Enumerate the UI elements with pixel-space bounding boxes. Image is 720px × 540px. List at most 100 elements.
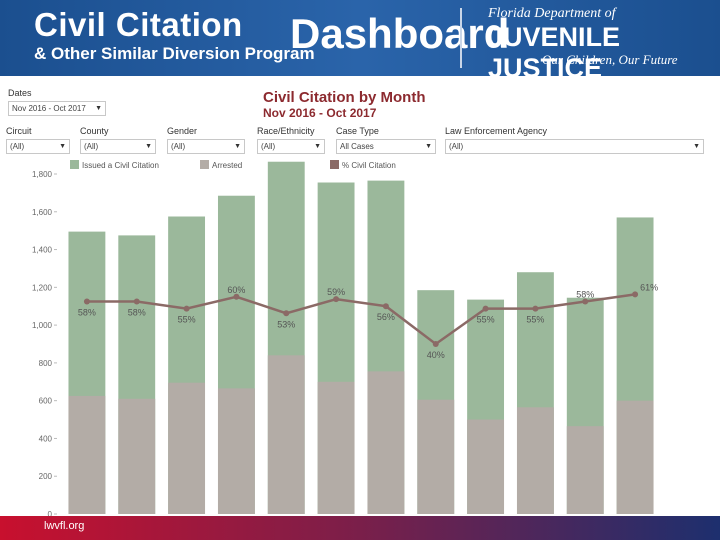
percent-point	[582, 298, 589, 305]
percent-point	[333, 296, 340, 303]
percent-point	[233, 293, 240, 300]
percent-label: 60%	[227, 285, 245, 295]
filter-gender-value: (All)	[171, 142, 186, 151]
percent-label: 55%	[526, 315, 544, 325]
bar-arrested	[516, 407, 554, 514]
filter-case-type: Case Type All Cases ▼	[336, 126, 436, 154]
percent-label: 58%	[128, 308, 146, 318]
chevron-down-icon: ▼	[425, 143, 432, 150]
legend-swatch	[200, 160, 209, 169]
percent-label: 58%	[576, 290, 594, 300]
chevron-down-icon: ▼	[234, 143, 241, 150]
agency-tagline: Our Children, Our Future	[542, 52, 678, 67]
filter-circuit-label: Circuit	[6, 126, 32, 136]
filter-agency-value: (All)	[449, 142, 464, 151]
percent-label: 56%	[377, 312, 395, 322]
percent-point	[482, 305, 489, 312]
agency-line1: Florida Department of	[488, 6, 616, 21]
bar-arrested	[317, 381, 355, 514]
legend-label: Issued a Civil Citation	[82, 161, 159, 170]
chart-subtitle: Nov 2016 - Oct 2017	[263, 106, 377, 120]
percent-label: 53%	[277, 319, 295, 329]
filter-race-select[interactable]: (All) ▼	[257, 139, 325, 154]
percent-point	[83, 298, 90, 305]
bar-arrested	[616, 400, 654, 514]
y-tick-label: 1,800	[32, 170, 53, 179]
bar-arrested	[267, 355, 305, 514]
filter-circuit-value: (All)	[10, 142, 25, 151]
y-tick-label: 1,200	[32, 283, 53, 292]
legend-swatch	[330, 160, 339, 169]
percent-label: 55%	[477, 315, 495, 325]
filter-county: County (All) ▼	[80, 126, 156, 154]
legend-item-issued[interactable]: Issued a Civil Citation	[70, 160, 159, 170]
percent-point	[382, 303, 389, 310]
legend-label: Arrested	[212, 161, 243, 170]
y-tick-label: 200	[39, 472, 53, 481]
bar-arrested	[417, 399, 455, 514]
percent-point	[283, 310, 290, 317]
percent-line	[86, 293, 636, 346]
y-tick-label: 0	[48, 510, 53, 519]
legend-item-arrested[interactable]: Arrested	[200, 160, 242, 170]
footer-bar: lwvfl.org	[0, 516, 720, 540]
percent-label: 55%	[178, 315, 196, 325]
filter-county-select[interactable]: (All) ▼	[80, 139, 156, 154]
chart-title: Civil Citation by Month	[263, 89, 426, 106]
agency-name: JUVENILE JUSTICE	[488, 22, 621, 83]
filter-case-type-value: All Cases	[340, 142, 374, 151]
filter-dates-select[interactable]: Nov 2016 - Oct 2017 ▼	[8, 101, 106, 116]
percent-label: 59%	[327, 287, 345, 297]
filter-circuit-select[interactable]: (All) ▼	[6, 139, 70, 154]
percent-point	[183, 305, 190, 312]
percent-label: 40%	[427, 350, 445, 360]
filter-dates-value: Nov 2016 - Oct 2017	[12, 104, 86, 113]
filter-dates-label: Dates	[8, 88, 32, 98]
y-tick-label: 1,000	[32, 321, 53, 330]
filter-case-type-label: Case Type	[336, 126, 379, 136]
bar-arrested	[467, 419, 505, 514]
chevron-down-icon: ▼	[145, 143, 152, 150]
percent-point	[432, 341, 439, 347]
banner-dashboard: Dashboard	[290, 10, 510, 57]
filter-gender-select[interactable]: (All) ▼	[167, 139, 245, 154]
filter-agency: Law Enforcement Agency (All) ▼	[445, 126, 704, 154]
bar-arrested	[217, 388, 255, 514]
chevron-down-icon: ▼	[314, 143, 321, 150]
filter-agency-label: Law Enforcement Agency	[445, 126, 548, 136]
filter-county-value: (All)	[84, 142, 99, 151]
banner-title: Civil Citation	[34, 6, 243, 43]
header-banner: Civil Citation & Other Similar Diversion…	[0, 0, 720, 83]
y-tick-label: 1,400	[32, 246, 53, 255]
percent-point	[532, 305, 539, 312]
banner-divider	[460, 8, 462, 68]
bar-arrested	[118, 398, 156, 514]
y-tick-label: 1,600	[32, 208, 53, 217]
filter-dates: Dates Nov 2016 - Oct 2017 ▼	[8, 88, 106, 116]
filter-agency-select[interactable]: (All) ▼	[445, 139, 704, 154]
banner-subtitle: & Other Similar Diversion Program	[34, 44, 315, 63]
legend-swatch	[70, 160, 79, 169]
percent-label: 61%	[640, 282, 658, 292]
percent-point	[133, 298, 140, 305]
bar-arrested	[367, 371, 405, 514]
legend-label: % Civil Citation	[342, 161, 396, 170]
chevron-down-icon: ▼	[95, 105, 102, 112]
filter-gender-label: Gender	[167, 126, 198, 136]
bar-arrested	[68, 395, 106, 514]
legend-item-percent[interactable]: % Civil Citation	[330, 160, 396, 170]
y-tick-label: 400	[39, 434, 53, 443]
filter-race: Race/Ethnicity (All) ▼	[257, 126, 325, 154]
y-tick-label: 800	[39, 359, 53, 368]
filter-circuit: Circuit (All) ▼	[6, 126, 70, 154]
filter-case-type-select[interactable]: All Cases ▼	[336, 139, 436, 154]
y-tick-label: 600	[39, 397, 53, 406]
chevron-down-icon: ▼	[693, 143, 700, 150]
footer-url[interactable]: lwvfl.org	[44, 520, 85, 532]
bar-arrested	[566, 426, 604, 514]
filter-race-value: (All)	[261, 142, 276, 151]
bar-arrested	[168, 382, 206, 514]
percent-label: 58%	[78, 308, 96, 318]
filter-county-label: County	[80, 126, 109, 136]
